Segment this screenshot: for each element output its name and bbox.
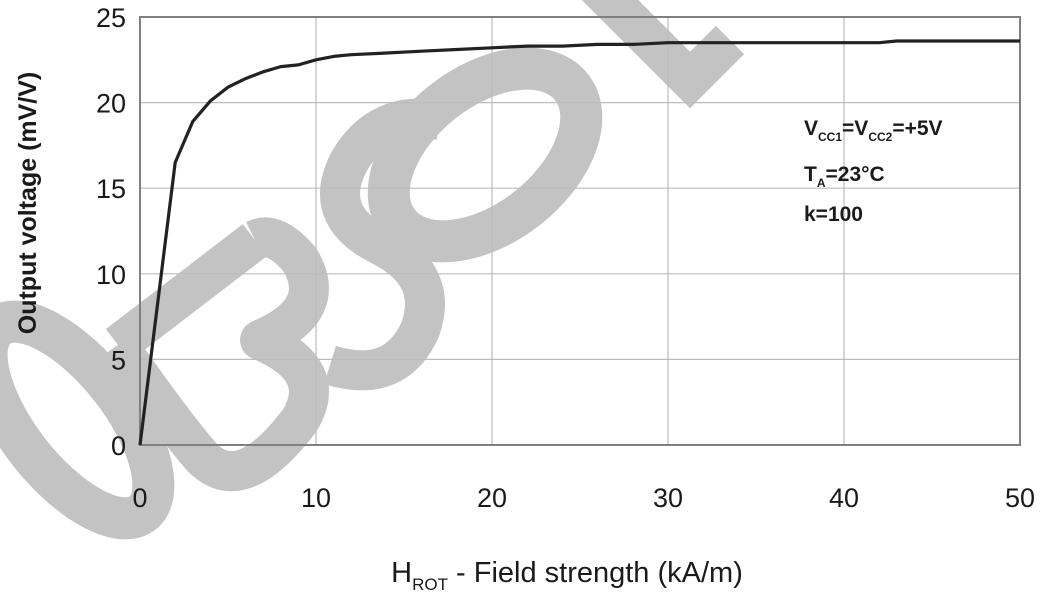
annotation-text: V	[804, 117, 818, 140]
y-tick-label: 0	[111, 431, 126, 461]
series-group	[138, 39, 1021, 446]
x-tick-label: 10	[301, 483, 331, 513]
x-axis-title-sub: ROT	[412, 575, 448, 593]
y-tick-label: 15	[96, 174, 126, 204]
watermark-letter-o2	[367, 47, 603, 263]
x-axis-ticks: 0 10 20 30 40 50	[132, 483, 1035, 513]
annotation-text: A	[817, 176, 826, 190]
x-tick-label: 40	[829, 483, 859, 513]
annotation-text: k=100	[804, 203, 863, 226]
x-tick-label: 50	[1005, 483, 1035, 513]
watermark-letter-o	[0, 300, 175, 540]
x-tick-label: 20	[477, 483, 507, 513]
series-line	[138, 39, 1020, 446]
annotation-text: =23°C	[826, 163, 885, 186]
annotation-text: T	[804, 163, 817, 186]
x-tick-label: 30	[653, 483, 683, 513]
conditions-annotation: VCC1=VCC2=+5V TA=23°C k=100	[804, 117, 943, 226]
y-axis-title: Output voltage (mV/V)	[14, 72, 42, 335]
annotation-line-1: VCC1=VCC2=+5V	[804, 117, 943, 144]
x-axis-title-main: H	[391, 557, 412, 589]
annotation-text: =+5V	[892, 117, 942, 140]
y-axis-ticks: 0 5 10 15 20 25	[96, 3, 126, 461]
x-tick-label: 0	[132, 483, 147, 513]
annotation-line-2: TA=23°C	[804, 163, 885, 190]
watermark-letter-s	[320, 98, 445, 391]
annotation-text: CC2	[868, 130, 892, 144]
x-axis-title: HROT - Field strength (kA/m)	[391, 557, 743, 593]
watermark-letter-l	[581, 0, 745, 109]
plot-frame	[139, 16, 1021, 446]
x-axis-title-rest: - Field strength (kA/m)	[448, 557, 743, 589]
annotation-text: =V	[842, 117, 868, 140]
y-tick-label: 10	[96, 260, 126, 290]
y-tick-label: 25	[96, 3, 126, 33]
annotation-line-3: k=100	[804, 203, 863, 226]
y-tick-label: 20	[96, 89, 126, 119]
y-tick-label: 5	[111, 345, 126, 375]
annotation-text: CC1	[818, 130, 842, 144]
